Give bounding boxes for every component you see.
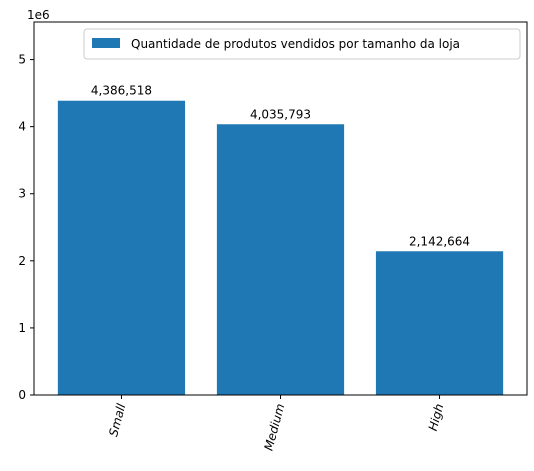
x-axis: Small Medium High <box>106 395 446 452</box>
y-axis: 0 1 2 3 4 5 <box>18 53 34 402</box>
bar-value-label: 2,142,664 <box>409 234 470 248</box>
legend-label: Quantidade de produtos vendidos por tama… <box>131 37 460 51</box>
bar-medium <box>216 124 345 396</box>
legend-box <box>83 28 521 60</box>
bar-labels-group: 4,386,518 4,035,793 2,142,664 <box>91 84 470 249</box>
y-offset-label: 1e6 <box>27 8 50 22</box>
y-tick-label: 0 <box>18 388 26 402</box>
x-tick-label: Small <box>106 402 128 438</box>
y-tick-label: 4 <box>18 120 26 134</box>
x-tick-label: High <box>426 402 447 432</box>
bar-value-label: 4,386,518 <box>91 84 152 98</box>
bar-small <box>57 100 186 395</box>
bar-high <box>375 251 504 395</box>
y-tick-label: 3 <box>18 187 26 201</box>
bars-group <box>57 100 504 396</box>
y-tick-label: 2 <box>18 254 26 268</box>
x-tick-label: Medium <box>261 402 287 452</box>
legend-swatch <box>92 38 120 48</box>
plot-frame <box>33 21 528 396</box>
bar-value-label: 4,035,793 <box>250 107 311 121</box>
legend: Quantidade de produtos vendidos por tama… <box>83 28 521 60</box>
y-tick-label: 5 <box>18 53 26 67</box>
y-tick-label: 1 <box>18 321 26 335</box>
